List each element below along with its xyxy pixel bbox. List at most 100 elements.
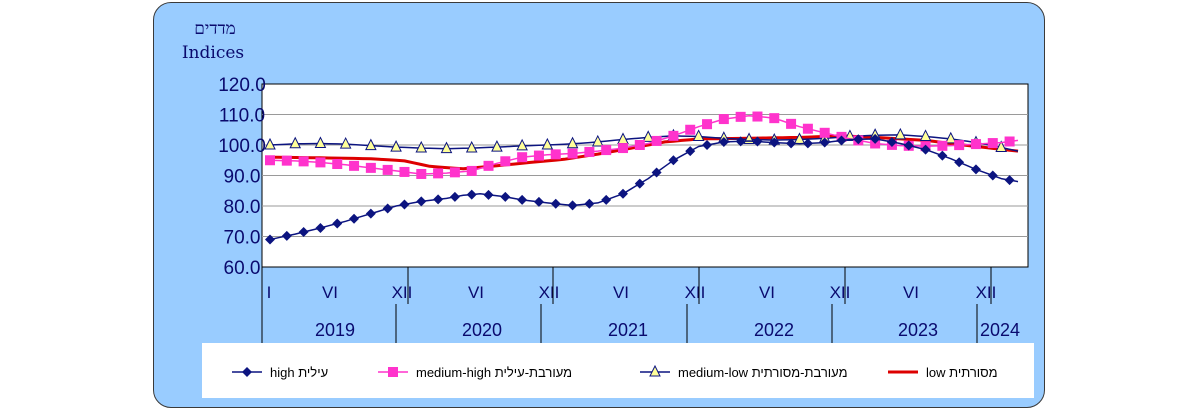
data-point — [685, 146, 696, 157]
legend-item-low: low מסורתית — [888, 365, 998, 380]
data-point — [886, 136, 897, 147]
data-point — [339, 136, 352, 149]
data-point — [786, 118, 797, 129]
data-point — [516, 138, 528, 151]
data-point — [870, 133, 881, 144]
x-axis: I VI XII VI XII VI XII VI XII VI XII 2019 2020 2021 20… — [261, 267, 1020, 343]
data-point — [668, 155, 679, 166]
data-point — [500, 191, 511, 202]
data-point — [533, 150, 544, 161]
x-month-label: VI — [759, 283, 775, 302]
data-point — [937, 150, 948, 161]
data-point — [970, 139, 981, 150]
data-point — [649, 364, 661, 377]
data-point — [365, 208, 376, 219]
x-year-label: 2024 — [980, 320, 1020, 340]
data-point — [920, 144, 931, 155]
x-month-label: VI — [468, 283, 484, 302]
x-month-label: XII — [830, 283, 851, 302]
data-point — [281, 230, 292, 241]
data-point — [735, 136, 746, 147]
data-point — [970, 164, 981, 175]
legend-items: high עילית medium-high מעורבת-עילית medium… — [232, 364, 998, 380]
x-month-label: I — [267, 283, 272, 302]
data-point — [584, 146, 595, 157]
x-year-label: 2021 — [608, 320, 648, 340]
data-point — [995, 140, 1008, 152]
data-point — [466, 189, 477, 200]
data-point — [440, 141, 453, 154]
data-point — [642, 130, 655, 142]
data-point — [315, 157, 326, 168]
data-point — [483, 189, 494, 200]
y-axis-title-hebrew: מדדים — [194, 19, 236, 39]
data-point — [399, 166, 410, 177]
data-point — [566, 136, 579, 149]
x-year-label: 2023 — [898, 320, 938, 340]
y-axis-title-english: Indices — [182, 43, 244, 63]
y-axis-ticks: 60.0 70.0 80.0 90.0 100.0 110.0 120.0 — [218, 75, 266, 279]
data-point — [349, 213, 360, 224]
data-point — [332, 159, 343, 170]
legend-item-medium-high: medium-high מעורבת-עילית — [378, 365, 572, 380]
data-point — [735, 111, 746, 122]
data-point — [332, 218, 343, 229]
series-layer — [264, 111, 1019, 245]
data-point — [550, 149, 561, 160]
data-point — [517, 152, 528, 163]
data-point — [685, 124, 696, 135]
data-point — [937, 140, 948, 151]
x-year-label: 2019 — [315, 320, 355, 340]
data-point — [315, 222, 326, 233]
data-point — [281, 155, 292, 166]
data-point — [264, 137, 276, 150]
data-point — [298, 227, 309, 238]
data-point — [903, 140, 914, 151]
data-point — [314, 136, 327, 148]
legend-item-high: high עילית — [232, 365, 328, 380]
data-point — [500, 156, 511, 167]
data-point — [298, 156, 309, 167]
y-tick-label: 120.0 — [218, 75, 266, 96]
data-point — [265, 155, 275, 166]
data-point — [919, 129, 932, 141]
x-month-label: XII — [976, 283, 997, 302]
data-point — [692, 129, 705, 141]
legend-label: medium-low מעורבת-מסורתית — [678, 365, 848, 380]
data-point — [894, 127, 907, 140]
data-point — [365, 162, 376, 173]
data-point — [702, 140, 713, 150]
data-point — [550, 198, 561, 209]
data-point — [601, 194, 612, 205]
x-month-label: XII — [392, 283, 413, 302]
data-point — [769, 113, 780, 124]
data-point — [465, 140, 478, 153]
data-point — [388, 367, 398, 377]
data-point — [819, 127, 830, 138]
y-tick-label: 90.0 — [224, 167, 261, 188]
data-point — [819, 137, 830, 148]
data-point — [954, 157, 965, 168]
data-point — [416, 168, 427, 179]
data-point — [617, 143, 628, 154]
data-point — [634, 140, 645, 150]
data-point — [752, 136, 763, 147]
data-point — [702, 119, 713, 130]
data-point — [802, 123, 813, 134]
data-point — [617, 188, 628, 199]
data-point — [433, 194, 444, 205]
data-point — [651, 135, 662, 146]
data-point — [584, 198, 595, 209]
data-point — [433, 168, 444, 179]
data-point — [349, 160, 360, 171]
data-point — [242, 367, 252, 377]
data-point — [416, 196, 427, 207]
x-month-label: VI — [613, 283, 629, 302]
data-point — [541, 137, 554, 150]
y-tick-label: 70.0 — [224, 228, 261, 249]
data-point — [651, 167, 662, 178]
legend-item-medium-low: medium-low מעורבת-מסורתית — [640, 364, 848, 380]
data-point — [533, 196, 544, 207]
x-month-label: VI — [903, 283, 919, 302]
